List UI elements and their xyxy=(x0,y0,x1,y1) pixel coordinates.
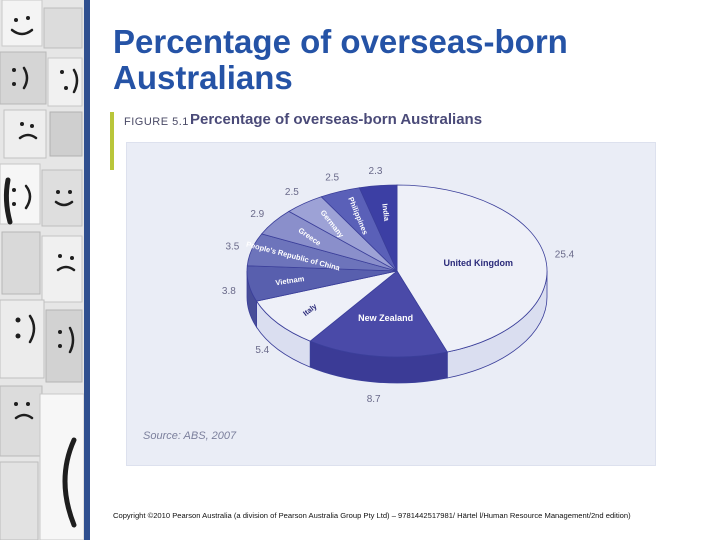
slice-value-india: 2.3 xyxy=(369,166,383,177)
slide-title: Percentage of overseas-born Australians xyxy=(113,23,568,96)
slice-label-india: India xyxy=(380,203,391,222)
pie-slice-italy xyxy=(255,270,398,342)
figure-title: Percentage of overseas-born Australians xyxy=(190,111,483,128)
slice-label-vietnam: Vietnam xyxy=(275,274,305,287)
slice-value-germany: 2.5 xyxy=(285,187,299,198)
copyright-text: Copyright ©2010 Pearson Australia (a div… xyxy=(113,511,631,520)
figure-header: FIGURE 5.1 Percentage of overseas-born A… xyxy=(110,110,670,170)
figure-source: Source: ABS, 2007 xyxy=(143,430,237,442)
decorative-faces-image xyxy=(0,0,84,540)
slice-value-vietnam: 3.8 xyxy=(222,286,236,297)
figure-rule xyxy=(110,112,114,170)
slice-value-people-s-republic-of-china: 3.5 xyxy=(225,241,239,252)
pie-slice-united-kingdom xyxy=(396,184,548,353)
pie-slice-india xyxy=(358,184,398,272)
accent-bar xyxy=(84,0,90,540)
slice-value-new-zealand: 8.7 xyxy=(367,394,381,405)
slice-value-greece: 2.9 xyxy=(250,209,264,220)
figure-label: FIGURE 5.1 xyxy=(124,116,189,128)
slice-value-italy: 5.4 xyxy=(255,345,269,356)
slice-label-new-zealand: New Zealand xyxy=(358,313,413,323)
slice-value-united-kingdom: 25.4 xyxy=(555,250,575,261)
slice-label-united-kingdom: United Kingdom xyxy=(444,258,514,268)
chart-panel: United Kingdom 25.4 New Zealand 8.7 Italy 5.4… xyxy=(126,142,656,466)
slice-value-philippines: 2.5 xyxy=(325,173,339,184)
pie-slice-new-zealand xyxy=(309,270,448,358)
